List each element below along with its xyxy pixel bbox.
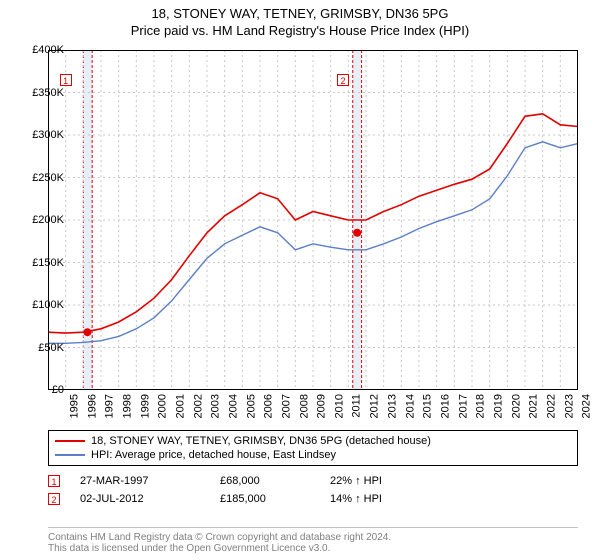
y-tick-label: £400K — [32, 44, 64, 56]
x-tick-label: 2014 — [404, 394, 416, 418]
title-subtitle: Price paid vs. HM Land Registry's House … — [0, 23, 600, 38]
x-tick-label: 1997 — [104, 394, 116, 418]
x-tick-label: 1998 — [121, 394, 133, 418]
x-tick-label: 2000 — [157, 394, 169, 418]
x-tick-label: 2006 — [263, 394, 275, 418]
legend-item: HPI: Average price, detached house, East… — [55, 448, 571, 462]
x-tick-label: 2007 — [280, 394, 292, 418]
footnote-line2: This data is licensed under the Open Gov… — [48, 543, 578, 554]
x-tick-label: 1995 — [68, 394, 80, 418]
footnote-line1: Contains HM Land Registry data © Crown c… — [48, 532, 578, 543]
sale-marker: 1 — [60, 74, 72, 86]
sale-price: £185,000 — [220, 493, 330, 505]
x-tick-label: 2023 — [563, 394, 575, 418]
x-tick-label: 2018 — [475, 394, 487, 418]
x-tick-label: 2019 — [492, 394, 504, 418]
y-tick-label: £250K — [32, 172, 64, 184]
sales-table: 1 27-MAR-1997£68,00022% ↑ HPI 2 02-JUL-2012… — [48, 472, 578, 508]
sale-date: 27-MAR-1997 — [80, 475, 220, 487]
x-tick-label: 2022 — [545, 394, 557, 418]
x-tick-label: 2013 — [386, 394, 398, 418]
footnote: Contains HM Land Registry data © Crown c… — [48, 527, 578, 554]
legend-swatch — [55, 440, 85, 442]
x-tick-label: 2009 — [316, 394, 328, 418]
title-block: 18, STONEY WAY, TETNEY, GRIMSBY, DN36 5P… — [0, 0, 600, 38]
x-tick-label: 2011 — [350, 394, 362, 418]
sale-row: 2 02-JUL-2012£185,00014% ↑ HPI — [48, 490, 578, 508]
x-tick-label: 2012 — [369, 394, 381, 418]
sale-hpi: 22% ↑ HPI — [330, 475, 420, 487]
x-tick-label: 2004 — [227, 394, 239, 418]
chart-container: 18, STONEY WAY, TETNEY, GRIMSBY, DN36 5P… — [0, 0, 600, 560]
x-tick-label: 2010 — [333, 394, 345, 418]
x-tick-label: 2020 — [510, 394, 522, 418]
x-tick-label: 2005 — [245, 394, 257, 418]
sale-row-marker: 1 — [48, 475, 60, 487]
sale-row-marker: 2 — [48, 493, 60, 505]
x-tick-label: 2021 — [528, 394, 540, 418]
legend-swatch — [55, 454, 85, 456]
x-tick-label: 2003 — [210, 394, 222, 418]
y-tick-label: £350K — [32, 87, 64, 99]
chart-svg — [48, 50, 578, 390]
legend: 18, STONEY WAY, TETNEY, GRIMSBY, DN36 5P… — [48, 430, 578, 466]
x-tick-label: 2002 — [192, 394, 204, 418]
sale-price: £68,000 — [220, 475, 330, 487]
x-tick-label: 1999 — [139, 394, 151, 418]
title-address: 18, STONEY WAY, TETNEY, GRIMSBY, DN36 5P… — [0, 6, 600, 21]
y-tick-label: £100K — [32, 299, 64, 311]
x-tick-label: 2024 — [581, 394, 593, 418]
x-tick-label: 1996 — [86, 394, 98, 418]
sale-hpi: 14% ↑ HPI — [330, 493, 420, 505]
sale-row: 1 27-MAR-1997£68,00022% ↑ HPI — [48, 472, 578, 490]
y-tick-label: £50K — [38, 342, 64, 354]
x-tick-label: 2008 — [298, 394, 310, 418]
y-tick-label: £150K — [32, 257, 64, 269]
x-tick-label: 2015 — [422, 394, 434, 418]
y-tick-label: £0 — [52, 384, 64, 396]
legend-item: 18, STONEY WAY, TETNEY, GRIMSBY, DN36 5P… — [55, 434, 571, 448]
y-tick-label: £300K — [32, 129, 64, 141]
chart-area — [48, 50, 578, 390]
x-tick-label: 2016 — [439, 394, 451, 418]
x-tick-label: 2017 — [457, 394, 469, 418]
legend-label: HPI: Average price, detached house, East… — [91, 449, 336, 461]
sale-marker: 2 — [337, 74, 349, 86]
legend-label: 18, STONEY WAY, TETNEY, GRIMSBY, DN36 5P… — [91, 435, 431, 447]
sale-date: 02-JUL-2012 — [80, 493, 220, 505]
x-tick-label: 2001 — [174, 394, 186, 418]
y-tick-label: £200K — [32, 214, 64, 226]
